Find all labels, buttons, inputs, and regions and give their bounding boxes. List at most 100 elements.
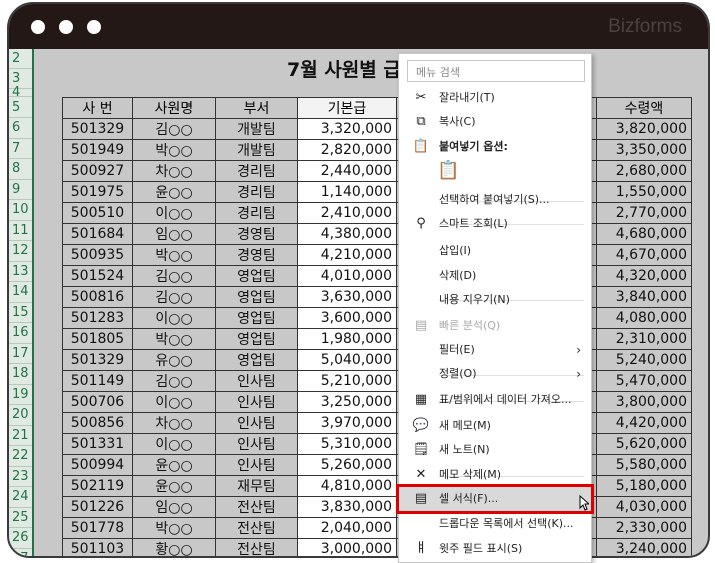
- table-cell[interactable]: 3,830,000: [297, 496, 397, 518]
- menu-item[interactable]: ▦ 표/범위에서 데이터 가져오...: [399, 388, 591, 412]
- row-number[interactable]: 17: [9, 344, 32, 364]
- table-cell[interactable]: 500706: [62, 391, 133, 413]
- table-cell[interactable]: 3,000,000: [297, 538, 397, 556]
- table-cell[interactable]: 4,320,000: [596, 265, 692, 287]
- menu-item[interactable]: 삽입(I): [399, 239, 591, 263]
- table-cell[interactable]: 500816: [62, 286, 133, 308]
- table-cell[interactable]: 경영팀: [215, 223, 298, 245]
- table-cell[interactable]: 재무팀: [215, 475, 298, 497]
- menu-item[interactable]: ⧉ 복사(C): [399, 110, 591, 134]
- row-number[interactable]: 2: [9, 49, 32, 69]
- table-cell[interactable]: 김○○: [132, 265, 216, 287]
- row-number[interactable]: 21: [9, 426, 32, 446]
- row-number[interactable]: 8: [9, 159, 32, 180]
- table-cell[interactable]: 인사팀: [215, 454, 298, 476]
- table-cell[interactable]: 3,600,000: [297, 307, 397, 329]
- row-number[interactable]: 25: [9, 508, 32, 528]
- table-cell[interactable]: 박○○: [132, 517, 216, 539]
- row-number[interactable]: 23: [9, 467, 32, 487]
- table-cell[interactable]: 인사팀: [215, 391, 298, 413]
- row-number[interactable]: 18: [9, 364, 32, 385]
- table-cell[interactable]: 영업팀: [215, 349, 298, 371]
- menu-item[interactable]: 선택하여 붙여넣기(S)...: [399, 188, 591, 212]
- table-cell[interactable]: 501283: [62, 307, 133, 329]
- row-number[interactable]: 19: [9, 385, 32, 405]
- menu-item[interactable]: ⚲ 스마트 조회(L): [399, 212, 591, 236]
- menu-item[interactable]: ▤ 빠른 분석(Q): [399, 314, 591, 338]
- column-header[interactable]: 부서: [215, 97, 298, 119]
- table-cell[interactable]: 3,630,000: [297, 286, 397, 308]
- row-number[interactable]: 20: [9, 405, 32, 426]
- menu-item[interactable]: 💬 새 메모(M): [399, 414, 591, 438]
- table-cell[interactable]: 영업팀: [215, 286, 298, 308]
- table-cell[interactable]: 개발팀: [215, 139, 298, 161]
- column-header[interactable]: 사 번: [62, 97, 133, 119]
- menu-item[interactable]: ✂ 잘라내기(T): [399, 86, 591, 110]
- table-cell[interactable]: 5,470,000: [596, 370, 692, 392]
- table-cell[interactable]: 인사팀: [215, 433, 298, 455]
- table-cell[interactable]: 501778: [62, 517, 133, 539]
- table-cell[interactable]: 5,180,000: [596, 475, 692, 497]
- table-cell[interactable]: 이○○: [132, 307, 216, 329]
- menu-search-input[interactable]: 메뉴 검색: [407, 60, 585, 82]
- table-cell[interactable]: 차○○: [132, 160, 216, 182]
- table-cell[interactable]: 501949: [62, 139, 133, 161]
- table-cell[interactable]: 500510: [62, 202, 133, 224]
- table-cell[interactable]: 4,420,000: [596, 412, 692, 434]
- table-cell[interactable]: 임○○: [132, 223, 216, 245]
- table-cell[interactable]: 2,310,000: [596, 328, 692, 350]
- table-cell[interactable]: 전산팀: [215, 538, 298, 556]
- row-number[interactable]: 5: [9, 97, 32, 118]
- table-cell[interactable]: 황○○: [132, 538, 216, 556]
- table-cell[interactable]: 5,210,000: [297, 370, 397, 392]
- table-cell[interactable]: 윤○○: [132, 475, 216, 497]
- table-cell[interactable]: 3,820,000: [596, 118, 692, 140]
- table-cell[interactable]: 영업팀: [215, 307, 298, 329]
- table-cell[interactable]: 영업팀: [215, 265, 298, 287]
- table-cell[interactable]: 3,970,000: [297, 412, 397, 434]
- table-cell[interactable]: 전산팀: [215, 517, 298, 539]
- table-cell[interactable]: 3,250,000: [297, 391, 397, 413]
- table-cell[interactable]: 500856: [62, 412, 133, 434]
- window-dot-2[interactable]: [59, 20, 73, 34]
- table-cell[interactable]: 인사팀: [215, 412, 298, 434]
- menu-item[interactable]: 내용 지우기(N): [399, 288, 591, 312]
- table-cell[interactable]: 영업팀: [215, 328, 298, 350]
- menu-item[interactable]: ✕ 메모 삭제(M): [399, 463, 591, 487]
- table-cell[interactable]: 2,410,000: [297, 202, 397, 224]
- table-cell[interactable]: 1,980,000: [297, 328, 397, 350]
- table-cell[interactable]: 4,380,000: [297, 223, 397, 245]
- table-cell[interactable]: 2,680,000: [596, 160, 692, 182]
- table-cell[interactable]: 경영팀: [215, 244, 298, 266]
- table-cell[interactable]: 5,620,000: [596, 433, 692, 455]
- menu-item[interactable]: 드롭다운 목록에서 선택(K)...: [399, 512, 591, 536]
- table-cell[interactable]: 이○○: [132, 391, 216, 413]
- table-cell[interactable]: 4,670,000: [596, 244, 692, 266]
- table-cell[interactable]: 502119: [62, 475, 133, 497]
- table-cell[interactable]: 2,770,000: [596, 202, 692, 224]
- column-header[interactable]: 사원명: [132, 97, 216, 119]
- row-number[interactable]: 11: [9, 221, 32, 241]
- table-cell[interactable]: 500935: [62, 244, 133, 266]
- table-cell[interactable]: 1,140,000: [297, 181, 397, 203]
- row-number[interactable]: 10: [9, 200, 32, 221]
- table-cell[interactable]: 501524: [62, 265, 133, 287]
- table-cell[interactable]: 4,030,000: [596, 496, 692, 518]
- table-cell[interactable]: 개발팀: [215, 118, 298, 140]
- table-cell[interactable]: 3,320,000: [297, 118, 397, 140]
- table-cell[interactable]: 5,260,000: [297, 454, 397, 476]
- table-cell[interactable]: 5,310,000: [297, 433, 397, 455]
- spreadsheet[interactable]: 2 3 4 5 6 7 8 9 10 11 12 13 14 15 16 17 18 19 20 21 22 23 24 25…: [9, 49, 708, 556]
- table-cell[interactable]: 4,680,000: [596, 223, 692, 245]
- table-cell[interactable]: 501149: [62, 370, 133, 392]
- row-number[interactable]: 24: [9, 487, 32, 508]
- menu-item[interactable]: 삭제(D): [399, 264, 591, 288]
- table-cell[interactable]: 박○○: [132, 139, 216, 161]
- table-cell[interactable]: 차○○: [132, 412, 216, 434]
- table-cell[interactable]: 유○○: [132, 349, 216, 371]
- table-cell[interactable]: 1,550,000: [596, 181, 692, 203]
- table-cell[interactable]: 인사팀: [215, 370, 298, 392]
- table-cell[interactable]: 임○○: [132, 496, 216, 518]
- menu-item[interactable]: 정렬(O) ›: [399, 362, 591, 386]
- table-cell[interactable]: 501103: [62, 538, 133, 556]
